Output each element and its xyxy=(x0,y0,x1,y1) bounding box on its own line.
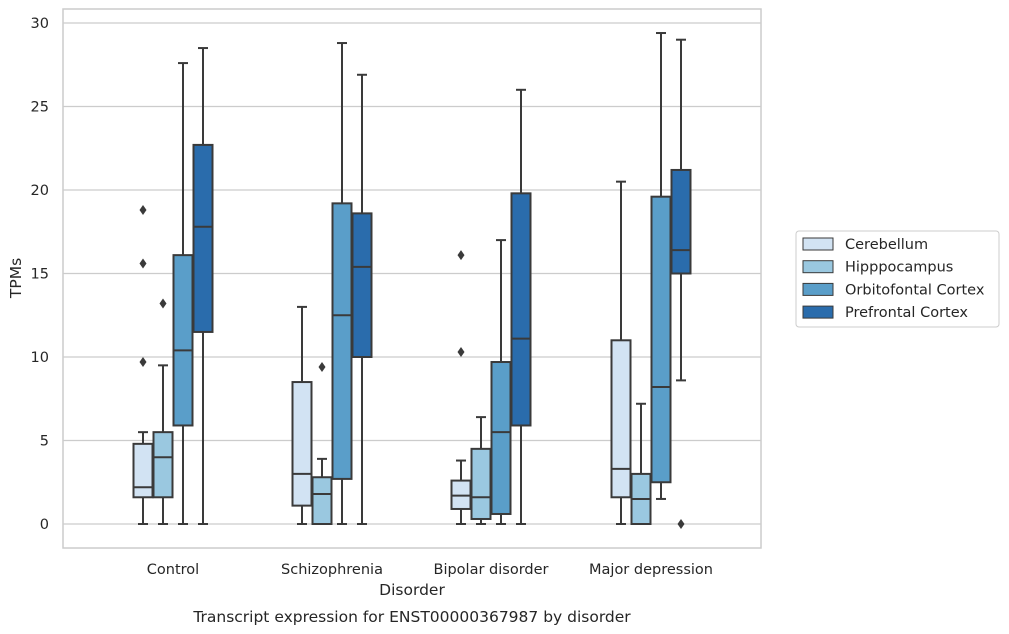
x-tick-label: Schizophrenia xyxy=(281,562,383,578)
legend-swatch xyxy=(802,260,834,274)
box xyxy=(311,362,333,525)
outlier-point xyxy=(318,362,326,373)
y-tick-label: 5 xyxy=(40,434,49,450)
legend-swatch xyxy=(802,305,834,319)
box xyxy=(630,402,652,525)
box xyxy=(152,298,174,525)
x-tick-label: Bipolar disorder xyxy=(434,562,549,578)
box-series xyxy=(132,32,692,529)
box-iqr xyxy=(470,447,492,520)
legend-label: Prefrontal Cortex xyxy=(845,305,968,321)
box-iqr xyxy=(192,143,214,333)
outlier-point xyxy=(457,346,465,357)
box xyxy=(490,239,512,525)
x-tick-labels: Control Schizophrenia Bipolar disorder Majo… xyxy=(147,562,713,578)
box xyxy=(670,38,692,529)
legend-swatch xyxy=(802,282,834,296)
y-tick-label: 20 xyxy=(31,183,49,199)
box-iqr xyxy=(490,361,512,515)
box xyxy=(172,62,194,525)
box-iqr xyxy=(510,192,532,427)
box xyxy=(470,416,492,525)
box-iqr xyxy=(172,254,194,427)
series-cerebellum xyxy=(132,180,632,525)
box-iqr xyxy=(650,195,672,484)
box-iqr xyxy=(132,442,154,499)
outlier-point xyxy=(457,250,465,261)
box-iqr xyxy=(152,431,174,499)
outlier-point xyxy=(139,258,147,269)
legend-frame xyxy=(795,230,1000,328)
box xyxy=(610,180,632,525)
x-tick-label: Major depression xyxy=(589,562,713,578)
legend-label: Orbitofontal Cortex xyxy=(845,282,985,298)
box-iqr xyxy=(311,476,333,525)
y-tick-label: 10 xyxy=(31,350,49,366)
box xyxy=(331,42,353,525)
y-tick-labels: 0 5 10 15 20 25 30 xyxy=(31,16,49,533)
box xyxy=(192,47,214,525)
outlier-point xyxy=(139,205,147,216)
box-iqr xyxy=(351,212,373,358)
y-tick-label: 15 xyxy=(31,267,49,283)
x-tick-label: Control xyxy=(147,562,199,578)
outlier-point xyxy=(677,519,685,529)
outlier-point xyxy=(159,298,167,309)
box-iqr xyxy=(610,339,632,499)
box-iqr xyxy=(331,202,353,480)
legend-label: Hipppocampus xyxy=(845,260,953,276)
y-tick-label: 30 xyxy=(31,16,49,32)
series-hipppocampus xyxy=(152,298,652,525)
series-orbitofontal-cortex xyxy=(172,32,672,525)
box-iqr xyxy=(291,381,313,507)
legend-swatch xyxy=(802,237,834,251)
legend-label: Cerebellum xyxy=(845,237,928,253)
box-iqr xyxy=(670,168,692,275)
box xyxy=(291,305,313,525)
plot-frame xyxy=(62,8,762,549)
outlier-point xyxy=(139,357,147,368)
box xyxy=(132,205,154,525)
box xyxy=(510,88,532,525)
y-tick-label: 0 xyxy=(40,517,49,533)
legend: Cerebellum Hipppocampus Orbitofontal Corte… xyxy=(795,230,1000,328)
box xyxy=(351,73,373,525)
box xyxy=(450,250,472,525)
y-axis-label: TPMs xyxy=(7,258,25,299)
series-prefrontal-cortex xyxy=(192,38,692,529)
x-axis-label: Disorder xyxy=(379,581,445,599)
box xyxy=(650,32,672,500)
chart-caption: Transcript expression for ENST0000036798… xyxy=(192,608,631,626)
y-tick-label: 25 xyxy=(31,100,49,116)
